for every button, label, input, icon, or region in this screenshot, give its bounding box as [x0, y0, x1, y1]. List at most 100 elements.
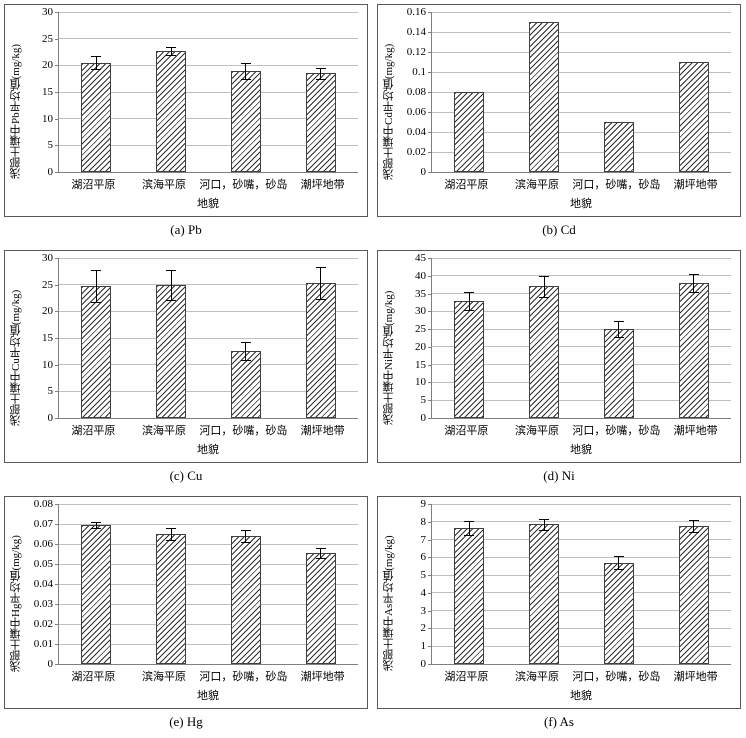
- y-tick-mark: [55, 584, 59, 585]
- error-bar-cap: [613, 556, 624, 558]
- error-bar-cap: [166, 540, 177, 541]
- bar: [678, 62, 709, 172]
- y-tick-mark: [428, 112, 432, 113]
- error-bar-cap: [91, 269, 102, 271]
- x-axis-title: 地貌: [570, 444, 592, 456]
- y-tick-mark: [428, 364, 432, 366]
- bar: [454, 300, 485, 418]
- bar: [305, 282, 336, 418]
- error-bar: [320, 548, 322, 558]
- y-axis-ticks: 0 1 2 3 4 5 6 7 8 9: [397, 498, 431, 670]
- y-tick-label: 0.16: [406, 6, 426, 18]
- y-tick-label: 0: [47, 166, 54, 178]
- chart-main: 0 5 10 15 20 25 30 湖沼平原 滨海平原 河口，砂嘴，砂岛 潮坪地带 地貌: [24, 252, 358, 457]
- y-tick-label: 0.03: [33, 598, 53, 610]
- y-tick-label: 5: [47, 139, 54, 152]
- y-tick-mark: [55, 564, 59, 565]
- y-tick-mark: [428, 52, 432, 53]
- y-tick-label: 9: [420, 498, 427, 510]
- x-tick-label: 滨海平原: [141, 671, 186, 683]
- y-tick-mark: [428, 275, 432, 277]
- error-bar-cap: [688, 274, 699, 275]
- gridline: [432, 556, 731, 558]
- y-tick-label: 0.04: [33, 578, 53, 590]
- gridline: [59, 623, 358, 625]
- plot-area: [55, 258, 358, 419]
- error-bar: [543, 519, 545, 530]
- error-bar-cap: [240, 62, 251, 64]
- y-tick-mark: [428, 539, 432, 541]
- x-tick-label: 湖沼平原: [71, 425, 116, 437]
- x-tick-label: 河口，砂嘴，砂岛: [572, 671, 661, 683]
- x-tick-label: 潮坪地带: [300, 425, 345, 437]
- y-axis-ticks: 0 5 10 15 20 25 30 35 40 45: [397, 252, 431, 424]
- gridline: [59, 583, 358, 585]
- gridline: [432, 310, 731, 312]
- bar-chart-hg: 0 0.01 0.02 0.03 0.04 0.05 0.06 0.07 0.08 湖沼平原 滨海平…: [24, 498, 358, 703]
- gridline: [432, 328, 731, 330]
- chart-panel-pb: 浅部土壤中Pb平均值(mg/kg) 0 5 10 15 20 25 30 湖沼平原 滨海平原 河口…: [0, 0, 373, 246]
- gridline: [432, 521, 731, 523]
- gridline: [59, 258, 358, 259]
- y-tick-mark: [55, 391, 59, 393]
- y-tick-mark: [55, 12, 59, 13]
- chart-frame: 浅部土壤中Ni平均值(mg/kg) 0 5 10 15 20 25 30 35 40 45 湖沼平原…: [377, 250, 741, 463]
- gridline: [59, 504, 358, 505]
- gridline: [59, 543, 358, 545]
- error-bar-cap: [91, 56, 102, 58]
- error-bar-cap: [688, 520, 699, 521]
- y-tick-mark: [55, 145, 59, 147]
- bar: [305, 73, 336, 172]
- y-tick-label: 0: [47, 412, 54, 424]
- y-tick-mark: [55, 504, 59, 505]
- chart-panel-ni: 浅部土壤中Ni平均值(mg/kg) 0 5 10 15 20 25 30 35 40 45 湖沼平原…: [373, 246, 746, 492]
- y-tick-mark: [428, 400, 432, 402]
- y-axis-ticks: 0 0.01 0.02 0.03 0.04 0.05 0.06 0.07 0.08: [24, 498, 58, 670]
- y-tick-mark: [55, 92, 59, 93]
- y-tick-mark: [428, 504, 432, 505]
- x-axis-labels: 湖沼平原 滨海平原 河口，砂嘴，砂岛 潮坪地带: [431, 173, 731, 192]
- y-tick-mark: [428, 329, 432, 331]
- bar: [156, 284, 187, 418]
- x-tick-label: 潮坪地带: [300, 179, 345, 191]
- chart-caption: (a) Pb: [170, 222, 202, 237]
- y-tick-label: 30: [42, 252, 53, 264]
- y-tick-label: 2: [420, 622, 427, 635]
- gridline: [59, 603, 358, 605]
- y-axis-ticks: 0 0.02 0.04 0.06 0.08 0.1 0.12 0.14 0.16: [397, 6, 431, 178]
- bar: [529, 22, 560, 172]
- y-axis-title: 浅部土壤中Cu平均值(mg/kg): [10, 289, 22, 426]
- y-tick-mark: [55, 364, 59, 366]
- error-bar-cap: [240, 341, 251, 343]
- bar-chart-cd: 0 0.02 0.04 0.06 0.08 0.1 0.12 0.14 0.16 湖沼平原 滨海平原…: [397, 6, 731, 211]
- error-bar-cap: [166, 269, 177, 271]
- error-bar-cap: [464, 535, 475, 537]
- chart-panel-cd: 浅部土壤中Cd平均值(mg/kg) 0 0.02 0.04 0.06 0.08 0.1 0.…: [373, 0, 746, 246]
- y-tick-mark: [428, 610, 432, 612]
- chart-main: 0 1 2 3 4 5 6 7 8 9 湖沼平原 滨海平原 河口，砂嘴，砂岛 潮坪地带 地貌: [397, 498, 731, 703]
- gridline: [432, 31, 731, 33]
- error-bar-cap: [91, 301, 102, 303]
- y-tick-label: 40: [415, 269, 426, 282]
- x-axis-title: 地貌: [197, 198, 219, 210]
- x-tick-label: 潮坪地带: [300, 671, 345, 683]
- bar-chart-as: 0 1 2 3 4 5 6 7 8 9 湖沼平原 滨海平原 河口，砂嘴，砂岛 潮坪地带 地貌: [397, 498, 731, 703]
- chart-main: 0 0.02 0.04 0.06 0.08 0.1 0.12 0.14 0.16 湖沼平原 滨海平原…: [397, 6, 731, 211]
- x-tick-label: 河口，砂嘴，砂岛: [199, 425, 288, 437]
- error-bar: [468, 291, 470, 310]
- error-bar-cap: [464, 520, 475, 522]
- gridline: [59, 390, 358, 392]
- gridline: [59, 91, 358, 93]
- plot-area: [55, 504, 358, 665]
- x-axis-labels: 湖沼平原 滨海平原 河口，砂嘴，砂岛 潮坪地带: [58, 173, 358, 192]
- bar: [156, 534, 187, 664]
- chart-caption: (b) Cd: [542, 222, 576, 237]
- bar: [529, 524, 560, 664]
- y-tick-label: 45: [415, 252, 426, 264]
- gridline: [432, 51, 731, 53]
- error-bar: [320, 68, 322, 79]
- y-tick-label: 0.14: [406, 26, 426, 38]
- y-tick-label: 25: [42, 32, 53, 45]
- y-tick-mark: [55, 38, 59, 40]
- error-bar-cap: [688, 532, 699, 534]
